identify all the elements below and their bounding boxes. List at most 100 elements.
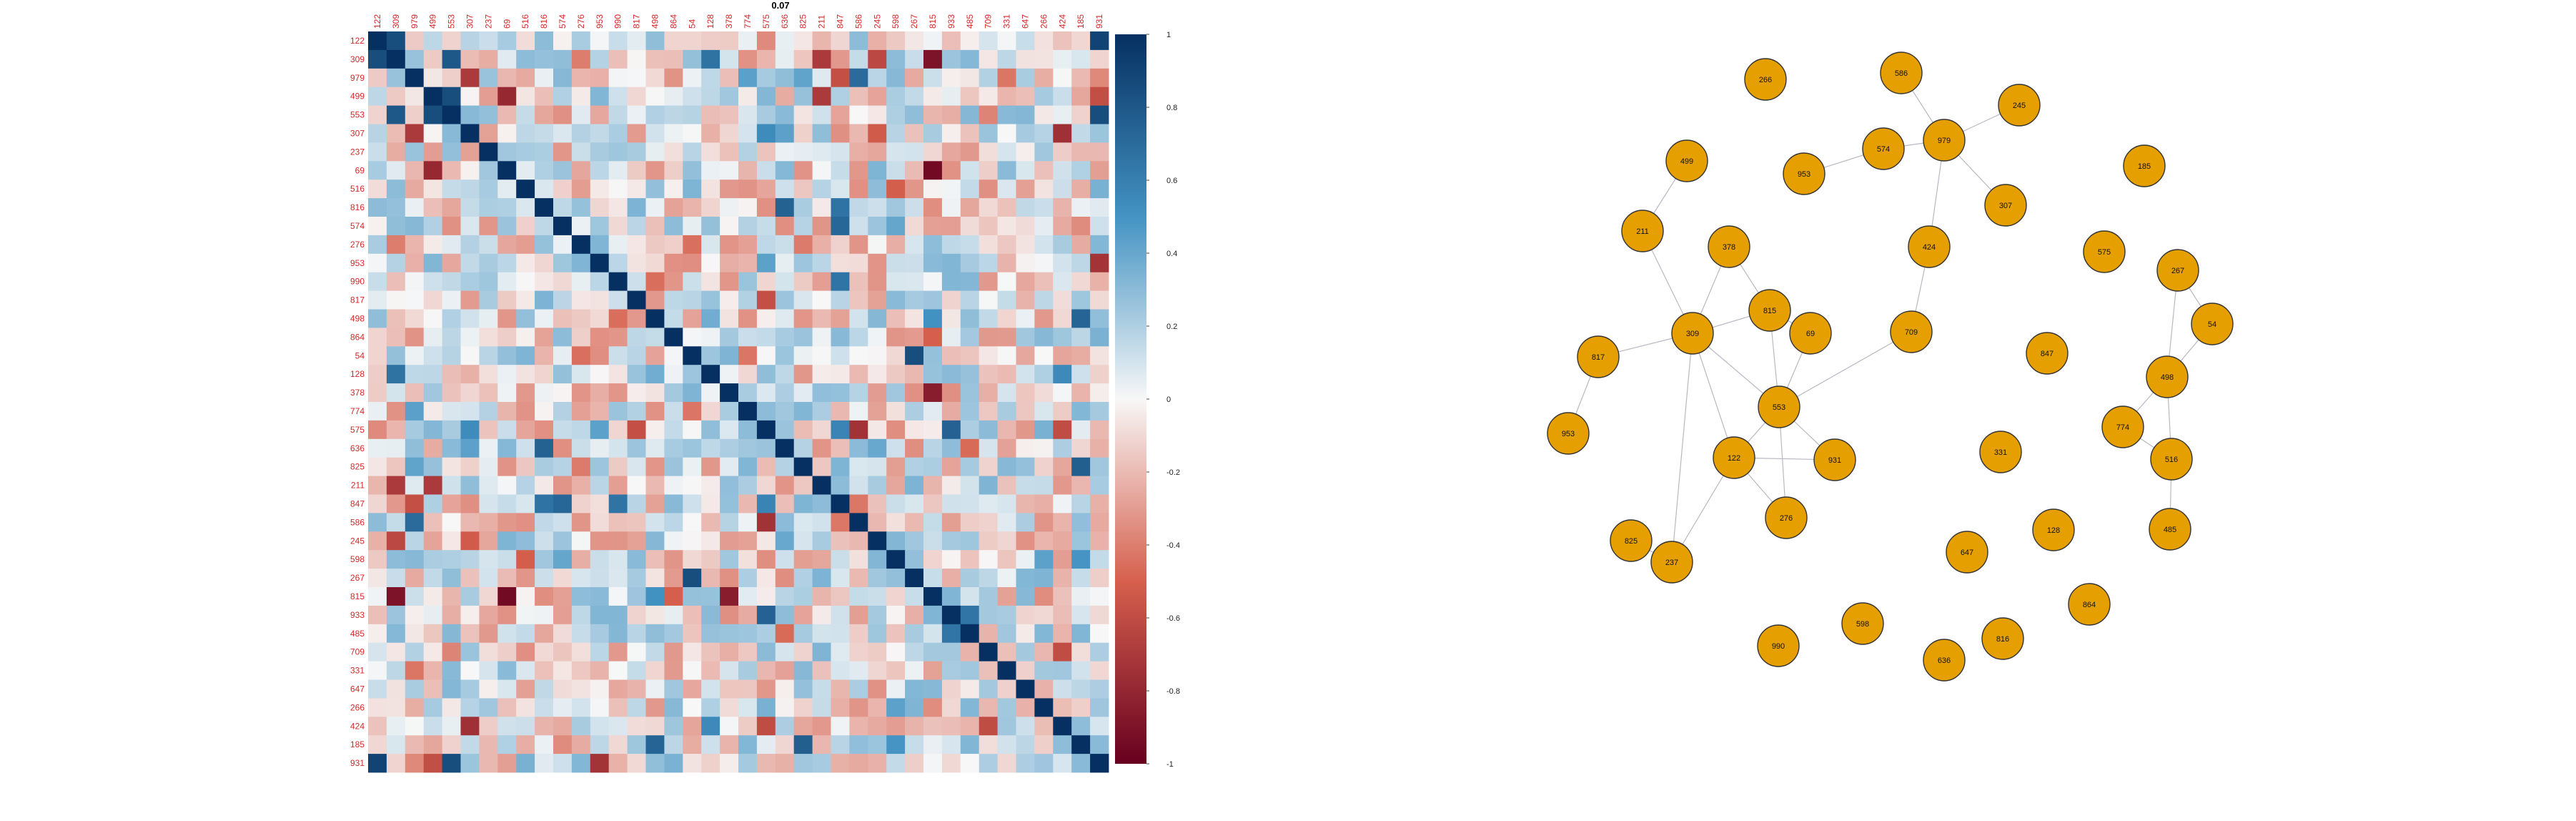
column-label: 847: [835, 14, 845, 29]
heatmap-cell: [645, 31, 665, 51]
heatmap-cell: [812, 383, 831, 403]
heatmap-cell: [1071, 550, 1091, 569]
heatmap-cell: [997, 272, 1016, 291]
heatmap-cell: [923, 550, 943, 569]
heatmap-cell: [756, 476, 776, 495]
heatmap-cell: [1034, 661, 1054, 680]
heatmap-cell: [645, 68, 665, 88]
heatmap-cell: [571, 161, 591, 180]
heatmap-cell: [479, 124, 498, 143]
heatmap-cell: [886, 735, 906, 754]
heatmap-cell: [1090, 87, 1109, 106]
heatmap-cell: [941, 328, 961, 347]
heatmap-cell: [960, 198, 980, 217]
heatmap-cell: [590, 290, 610, 310]
heatmap-cell: [516, 198, 535, 217]
heatmap-cell: [775, 124, 795, 143]
row-label: 598: [350, 554, 365, 564]
heatmap-cell: [645, 494, 665, 513]
heatmap-cell: [386, 328, 406, 347]
heatmap-cell: [423, 513, 442, 532]
heatmap-cell: [683, 68, 702, 88]
heatmap-cell: [479, 253, 498, 273]
column-label: 499: [428, 14, 438, 29]
heatmap-cell: [886, 198, 906, 217]
heatmap-cell: [553, 642, 573, 662]
column-label: 211: [817, 15, 827, 29]
heatmap-cell: [923, 383, 943, 403]
heatmap-cell: [442, 328, 461, 347]
column-label: 553: [447, 14, 457, 29]
network-node-label: 647: [1961, 549, 1973, 557]
heatmap-cell: [812, 605, 831, 625]
heatmap-cell: [405, 68, 425, 88]
heatmap-cell: [701, 402, 720, 421]
heatmap-cell: [497, 31, 517, 51]
heatmap-cell: [571, 494, 591, 513]
heatmap-cell: [720, 290, 739, 310]
row-label: 331: [350, 666, 365, 676]
heatmap-cell: [831, 717, 850, 736]
heatmap-cell: [553, 68, 573, 88]
heatmap-cell: [590, 735, 610, 754]
heatmap-cell: [831, 679, 850, 699]
heatmap-cell: [479, 180, 498, 199]
heatmap-cell: [405, 142, 425, 162]
heatmap-cell: [941, 309, 961, 328]
heatmap-cell: [793, 402, 813, 421]
heatmap-cell: [627, 642, 646, 662]
row-label: 979: [350, 73, 365, 83]
heatmap-cell: [442, 569, 461, 588]
heatmap-cell: [941, 587, 961, 606]
heatmap-cell: [627, 180, 646, 199]
heatmap-cell: [423, 290, 442, 310]
heatmap-cell: [664, 68, 683, 88]
heatmap-cell: [905, 754, 924, 773]
network-node-label: 990: [1772, 642, 1785, 651]
heatmap-cell: [923, 217, 943, 236]
heatmap-cell: [590, 217, 610, 236]
heatmap-cell: [756, 402, 776, 421]
heatmap-cell: [683, 735, 702, 754]
heatmap-cell: [479, 365, 498, 384]
column-label: 574: [558, 14, 568, 29]
heatmap-cell: [812, 494, 831, 513]
heatmap-cell: [645, 253, 665, 273]
heatmap-cell: [627, 661, 646, 680]
heatmap-cell: [627, 87, 646, 106]
heatmap-cell: [868, 679, 887, 699]
heatmap-cell: [497, 365, 517, 384]
heatmap-cell: [386, 105, 406, 124]
heatmap-cell: [460, 346, 480, 365]
heatmap-cell: [645, 698, 665, 717]
heatmap-cell: [905, 698, 924, 717]
heatmap-cell: [497, 550, 517, 569]
heatmap-cell: [405, 717, 425, 736]
network-node: [1577, 335, 1620, 378]
heatmap-cell: [479, 476, 498, 495]
heatmap-cell: [368, 198, 387, 217]
heatmap-cell: [941, 569, 961, 588]
network-node-label: 575: [2098, 248, 2111, 257]
heatmap-cell: [905, 198, 924, 217]
heatmap-cell: [460, 679, 480, 699]
heatmap-cell: [664, 253, 683, 273]
heatmap-cell: [386, 624, 406, 644]
heatmap-cell: [886, 420, 906, 440]
heatmap-cell: [831, 624, 850, 644]
heatmap-cell: [979, 49, 998, 69]
heatmap-cell: [386, 309, 406, 328]
heatmap-cell: [738, 698, 758, 717]
heatmap-cell: [664, 735, 683, 754]
heatmap-cell: [1016, 457, 1035, 476]
heatmap-cell: [423, 754, 442, 773]
heatmap-cell: [497, 457, 517, 476]
heatmap-cell: [1071, 569, 1091, 588]
heatmap-cell: [886, 457, 906, 476]
heatmap-cell: [1016, 217, 1035, 236]
heatmap-cell: [1071, 309, 1091, 328]
heatmap-cell: [423, 438, 442, 458]
network-node: [2032, 508, 2075, 551]
heatmap-cell: [590, 642, 610, 662]
heatmap-cell: [423, 31, 442, 51]
